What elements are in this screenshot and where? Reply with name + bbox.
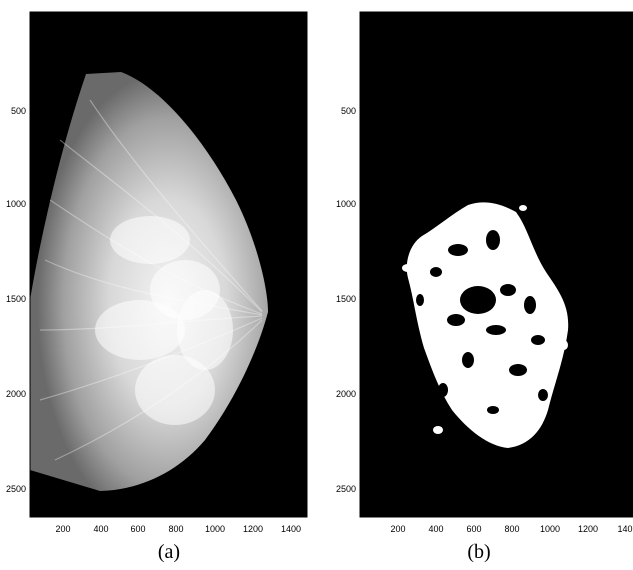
y-tick-label: 2500: [336, 484, 356, 494]
axes-frame: [359, 11, 633, 518]
y-tick-label: 2500: [6, 484, 26, 494]
y-tick-label: 2000: [336, 389, 356, 399]
x-tick-label: 1000: [205, 524, 225, 534]
y-tick-label: 500: [11, 106, 26, 116]
x-tick-label: 600: [466, 524, 481, 534]
caption-a: (a): [157, 541, 181, 563]
mask-holes: [416, 230, 554, 414]
x-tick-label: 200: [55, 524, 70, 534]
x-tick-label: 1200: [578, 524, 598, 534]
x-axis: 200 400 600 800 1000 1200 140: [390, 524, 632, 534]
y-axis: 500 1000 1500 2000 2500: [336, 106, 356, 494]
x-tick-label: 200: [390, 524, 405, 534]
mask-fragments: [402, 205, 568, 434]
y-tick-label: 1500: [6, 294, 26, 304]
x-tick-label: 800: [504, 524, 519, 534]
y-tick-label: 1000: [6, 199, 26, 209]
y-tick-label: 500: [341, 106, 356, 116]
x-tick-label: 1400: [281, 524, 301, 534]
x-tick-label: 600: [130, 524, 145, 534]
panel-b: 200 400 600 800 1000 1200 140 500 1000 1…: [336, 11, 633, 534]
x-tick-label: 1200: [243, 524, 263, 534]
caption-b: (b): [467, 541, 491, 563]
tissue-bright-spots: [95, 216, 233, 425]
y-axis: 500 1000 1500 2000 2500: [6, 106, 26, 494]
x-tick-label: 400: [428, 524, 443, 534]
x-tick-label: 800: [168, 524, 183, 534]
panel-a: 200 400 600 800 1000 1200 1400 500 1000 …: [6, 11, 308, 534]
axes-frame: [29, 11, 308, 518]
y-tick-label: 1500: [336, 294, 356, 304]
x-axis: 200 400 600 800 1000 1200 1400: [55, 524, 301, 534]
x-tick-label: 140: [617, 524, 632, 534]
y-tick-label: 2000: [6, 389, 26, 399]
y-tick-label: 1000: [336, 199, 356, 209]
x-tick-label: 1000: [540, 524, 560, 534]
x-tick-label: 400: [93, 524, 108, 534]
